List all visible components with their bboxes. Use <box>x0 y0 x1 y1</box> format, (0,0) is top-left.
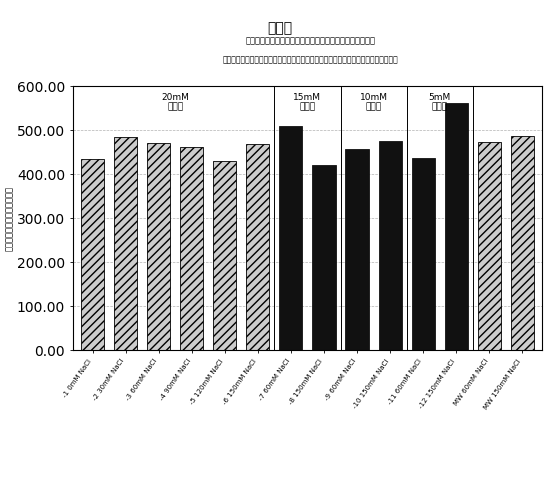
Bar <box>444 103 468 350</box>
Text: 20mM: 20mM <box>161 93 189 102</box>
Bar <box>280 126 302 350</box>
Text: ショ糖: ショ糖 <box>432 102 448 111</box>
Bar <box>411 158 435 350</box>
Bar <box>180 147 203 350</box>
Text: 図１９: 図１９ <box>267 22 292 36</box>
Bar <box>478 142 501 350</box>
Text: （緩始物質：Ｋｌｏｎ　Ｆ６－Ａ１３＿ＡＮＸ＿０２２＿Ｅｌｕａｔ由来のＡ１３）: （緩始物質：Ｋｌｏｎ Ｆ６－Ａ１３＿ＡＮＸ＿０２２＿Ｅｌｕａｔ由来のＡ１３） <box>222 56 398 65</box>
Bar <box>147 143 170 350</box>
Y-axis label: ＦＲＥＴＳ活性（Ｕ／ｍｌ）: ＦＲＥＴＳ活性（Ｕ／ｍｌ） <box>5 186 14 251</box>
Bar <box>312 165 335 350</box>
Bar <box>345 149 368 350</box>
Bar <box>81 159 104 350</box>
Text: ショ糖: ショ糖 <box>300 102 315 111</box>
Bar <box>511 136 534 350</box>
Bar <box>213 161 236 350</box>
Text: 異なる緩衝液組成のｒＡＤＡＭＴＳ１３のＦＲＥＴＳ活性: 異なる緩衝液組成のｒＡＤＡＭＴＳ１３のＦＲＥＴＳ活性 <box>245 36 375 46</box>
Bar <box>114 137 137 350</box>
Text: 10mM: 10mM <box>359 93 387 102</box>
Bar <box>247 144 269 350</box>
Text: 5mM: 5mM <box>429 93 451 102</box>
Bar <box>378 141 402 350</box>
Text: ショ糖: ショ糖 <box>167 102 183 111</box>
Text: 15mM: 15mM <box>293 93 321 102</box>
Text: ショ糖: ショ糖 <box>366 102 382 111</box>
